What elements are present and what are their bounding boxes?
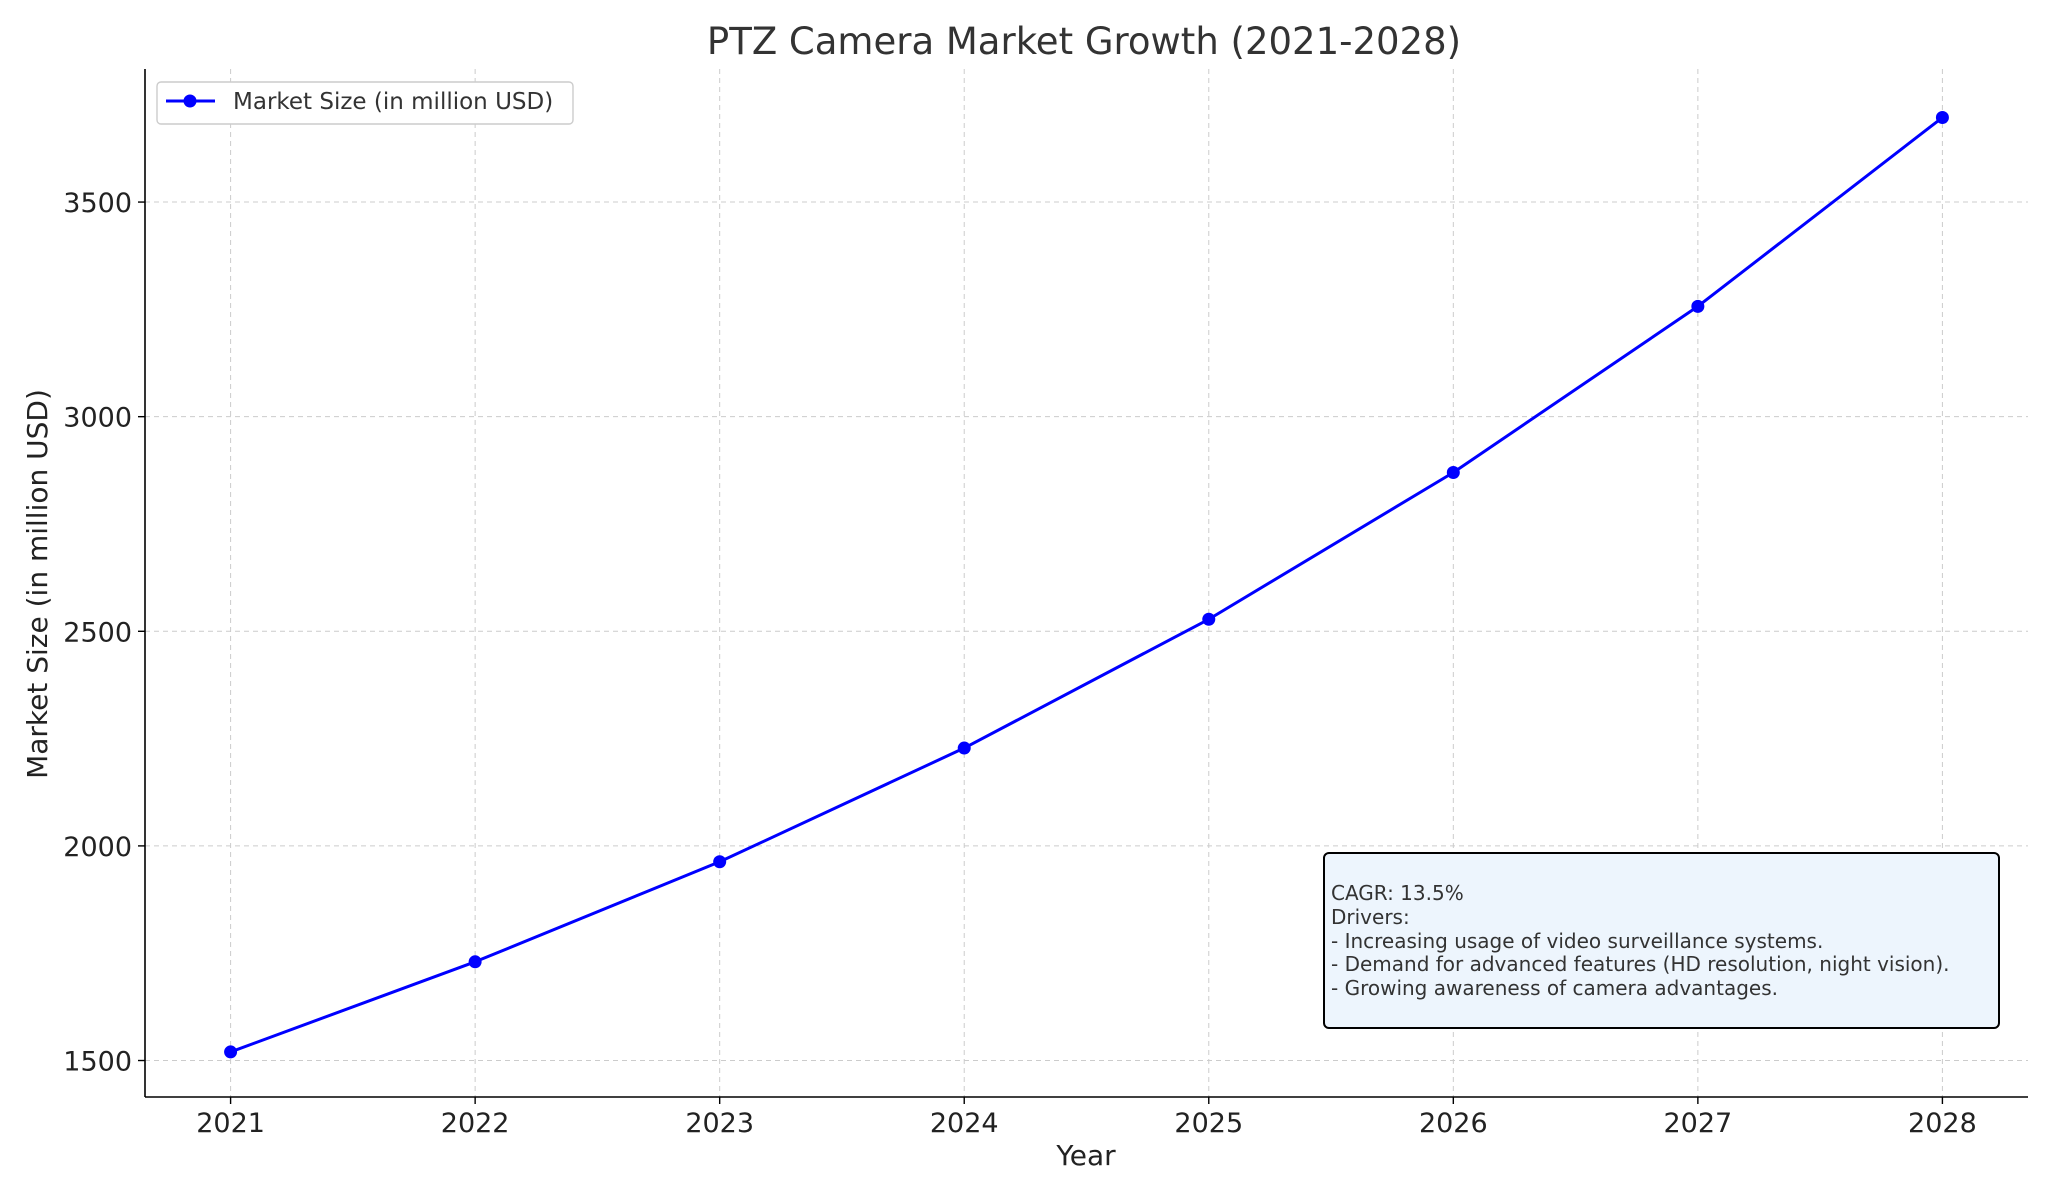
annotation-box: CAGR: 13.5% Drivers: - Increasing usage … <box>1323 852 2000 1029</box>
data-point <box>957 741 971 755</box>
y-tick-label: 3500 <box>63 188 132 219</box>
x-tick-label: 2023 <box>685 1108 754 1139</box>
data-point <box>1446 465 1460 479</box>
annotation-line-driver-2: - Demand for advanced features (HD resol… <box>1331 952 1950 976</box>
legend-marker-swatch <box>183 94 197 108</box>
x-tick-label: 2028 <box>1908 1108 1977 1139</box>
y-tick-label: 3000 <box>63 403 132 434</box>
data-point <box>1935 111 1949 125</box>
series-layer <box>224 111 1949 1059</box>
data-point <box>713 855 727 869</box>
x-axis-ticks: 2021 2022 2023 2024 2025 2026 2027 2028 <box>196 1097 1977 1139</box>
data-point <box>1202 612 1216 626</box>
x-tick-label: 2025 <box>1174 1108 1243 1139</box>
x-tick-label: 2021 <box>196 1108 265 1139</box>
annotation-line-driver-3: - Growing awareness of camera advantages… <box>1331 976 1778 1000</box>
y-tick-label: 1500 <box>63 1047 132 1078</box>
y-tick-label: 2500 <box>63 617 132 648</box>
y-axis-ticks: 1500 2000 2500 3000 3500 <box>63 188 145 1078</box>
chart-title: PTZ Camera Market Growth (2021-2028) <box>707 20 1461 63</box>
y-tick-label: 2000 <box>63 832 132 863</box>
annotation-line-driver-1: - Increasing usage of video surveillance… <box>1331 929 1823 953</box>
x-tick-label: 2026 <box>1419 1108 1488 1139</box>
x-tick-label: 2024 <box>930 1108 999 1139</box>
data-point <box>468 955 482 969</box>
annotation-line-cagr: CAGR: 13.5% <box>1331 881 1464 905</box>
legend-label: Market Size (in million USD) <box>233 89 553 115</box>
data-point <box>224 1045 238 1059</box>
legend: Market Size (in million USD) <box>156 81 574 125</box>
x-axis-label: Year <box>1055 1139 1116 1172</box>
series-line <box>230 116 1944 1054</box>
data-point <box>1691 299 1705 313</box>
x-tick-label: 2022 <box>441 1108 510 1139</box>
x-tick-label: 2027 <box>1664 1108 1733 1139</box>
legend-box <box>156 81 574 125</box>
y-axis-label: Market Size (in million USD) <box>21 389 54 779</box>
annotation-background <box>1323 852 2000 1029</box>
grid <box>145 69 2028 1097</box>
annotation-line-drivers: Drivers: <box>1331 905 1410 929</box>
